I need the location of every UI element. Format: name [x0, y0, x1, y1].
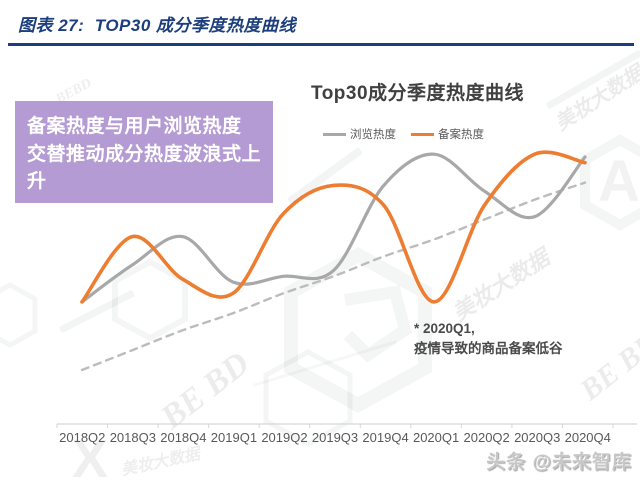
chart-legend: 浏览热度 备案热度	[323, 126, 484, 142]
covid-annotation: * 2020Q1, 疫情导致的商品备案低谷	[414, 319, 563, 358]
x-axis-label: 2020Q3	[514, 430, 561, 445]
series-备案热度	[80, 150, 587, 304]
series-trend-line	[80, 181, 587, 372]
x-axis-label: 2018Q4	[160, 430, 207, 445]
x-axis-label: 2018Q3	[109, 430, 156, 445]
x-axis-label: 2020Q2	[463, 430, 510, 445]
x-axis-label: 2020Q4	[564, 430, 611, 445]
legend-line-swatch-gray	[323, 132, 346, 136]
legend-label: 备案热度	[438, 129, 484, 141]
x-axis-label: 2018Q2	[59, 430, 106, 445]
x-axis-label: 2019Q4	[362, 430, 409, 445]
series-浏览热度	[80, 152, 587, 304]
legend-line-swatch-orange	[411, 132, 434, 136]
chart-title: Top30成分季度热度曲线	[311, 83, 525, 104]
x-axis-label: 2020Q1	[412, 430, 460, 445]
watermark-hexagon	[0, 282, 38, 348]
legend-item-filing-heat: 备案热度	[411, 126, 484, 142]
watermark-hexagon-hook	[343, 285, 412, 363]
watermark-hexagon	[580, 134, 640, 231]
callout-line-2: 交替推动成分热度波浪式上升	[27, 144, 262, 192]
annotation-line-2: 疫情导致的商品备案低谷	[414, 340, 563, 356]
watermark-hexagon	[263, 349, 353, 447]
figure-caption: 图表 27: TOP30 成分季度热度曲线	[18, 16, 297, 35]
x-axis-label: 2019Q3	[311, 430, 359, 445]
header-divider	[8, 43, 634, 46]
legend-item-view-heat: 浏览热度	[323, 126, 396, 142]
credit-watermark: 头条 @未来智库	[486, 452, 632, 473]
callout-box: 备案热度与用户浏览热度 交替推动成分热度波浪式上升	[15, 101, 273, 203]
x-axis-labels: 2018Q2 2018Q3 2018Q4 2019Q1 2019Q2 2019Q3 2019…	[57, 430, 613, 445]
callout-line-1: 备案热度与用户浏览热度	[27, 116, 242, 137]
x-axis-label: 2019Q1	[210, 430, 258, 445]
x-axis-label: 2019Q2	[261, 430, 308, 445]
annotation-line-1: * 2020Q1,	[414, 321, 475, 336]
legend-label: 浏览热度	[350, 129, 396, 141]
